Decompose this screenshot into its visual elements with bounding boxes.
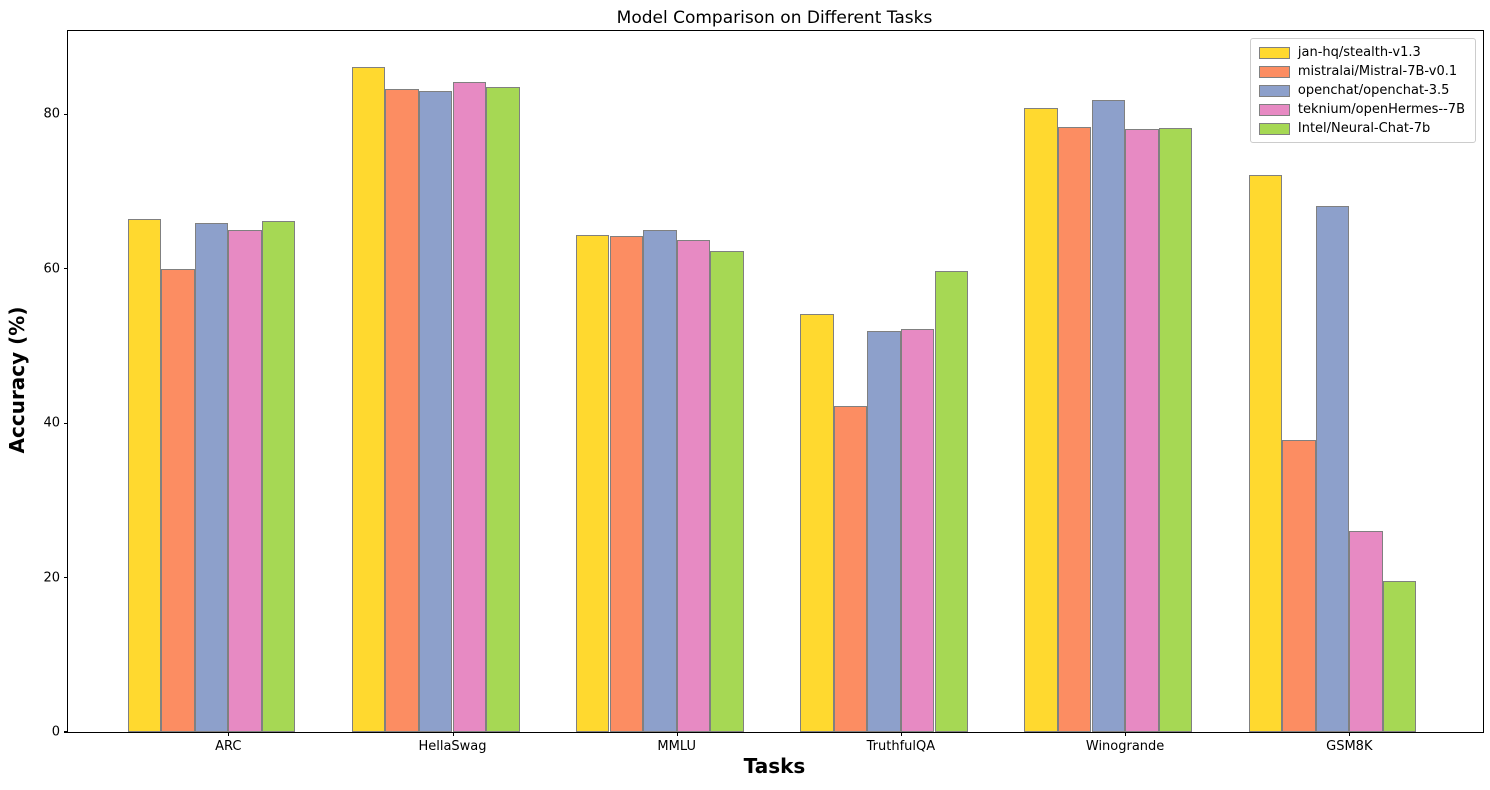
bar: [385, 88, 419, 732]
bar: [575, 234, 610, 732]
bar: [452, 82, 487, 732]
bar: [418, 91, 453, 732]
x-tick-mark: [900, 732, 903, 736]
bar: [643, 230, 677, 732]
legend-swatch: [1258, 46, 1290, 59]
legend-label: mistralai/Mistral-7B-v0.1: [1297, 64, 1458, 79]
y-tick-mark: [64, 113, 68, 115]
bar: [1248, 174, 1283, 732]
legend-item: openchat/openchat-3.5: [1258, 83, 1465, 98]
bar: [609, 236, 644, 732]
legend-swatch: [1258, 103, 1290, 116]
x-tick-mark: [1349, 732, 1351, 736]
bar: [228, 230, 262, 732]
bar: [161, 268, 195, 732]
legend-swatch: [1258, 122, 1290, 135]
bar: [934, 271, 969, 732]
x-tick-label: HellaSwag: [418, 739, 487, 754]
y-tick-mark: [64, 268, 68, 270]
y-tick-label: 60: [43, 261, 60, 277]
bar: [867, 331, 901, 732]
x-tick-label: TruthfulQA: [866, 739, 936, 754]
legend-swatch: [1258, 65, 1290, 78]
legend-label: jan-hq/stealth-v1.3: [1297, 45, 1421, 60]
y-tick-label: 20: [43, 570, 60, 586]
bar: [900, 329, 935, 732]
y-tick-mark: [64, 731, 68, 733]
bar: [351, 67, 386, 732]
bar: [710, 251, 744, 732]
y-tick-mark: [64, 577, 68, 579]
bar: [1315, 205, 1350, 732]
bar: [800, 314, 834, 732]
bar: [833, 406, 868, 732]
bar: [676, 240, 711, 732]
legend-item: jan-hq/stealth-v1.3: [1258, 45, 1465, 60]
bar: [1158, 127, 1193, 732]
legend-item: teknium/openHermes--7B: [1258, 102, 1465, 117]
x-tick-mark: [228, 732, 230, 736]
bar: [1349, 530, 1383, 732]
y-tick-mark: [64, 422, 68, 424]
legend-label: Intel/Neural-Chat-7b: [1297, 121, 1431, 136]
bar: [1024, 108, 1058, 732]
bar: [486, 86, 520, 732]
chart-title: Model Comparison on Different Tasks: [616, 8, 933, 28]
y-tick-label: 0: [51, 724, 60, 740]
x-tick-label: MMLU: [657, 739, 696, 754]
bar: [1382, 580, 1417, 732]
bar: [261, 220, 296, 732]
y-axis-label: Accuracy (%): [5, 306, 29, 454]
legend-swatch: [1258, 84, 1290, 97]
x-tick-label: ARC: [215, 739, 242, 754]
legend-label: openchat/openchat-3.5: [1297, 83, 1450, 98]
legend-label: teknium/openHermes--7B: [1297, 102, 1465, 117]
y-tick-label: 40: [43, 415, 60, 431]
plot-area: ARC HellaSwag MMLU TruthfulQA Winogrande GSM8…: [43, 30, 1484, 754]
x-tick-mark: [452, 732, 454, 736]
bar: [127, 219, 162, 732]
bar: [1057, 126, 1092, 732]
legend-item: mistralai/Mistral-7B-v0.1: [1258, 64, 1465, 79]
x-axis-label: Tasks: [743, 754, 806, 778]
bar: [1125, 129, 1159, 732]
x-tick-label: Winogrande: [1085, 739, 1165, 754]
bar: [1282, 440, 1316, 732]
bar: [194, 222, 229, 732]
x-tick-mark: [1125, 732, 1127, 736]
x-tick-label: GSM8K: [1326, 739, 1373, 754]
bar: [1091, 99, 1126, 732]
legend-item: Intel/Neural-Chat-7b: [1258, 121, 1465, 136]
y-tick-label: 80: [43, 106, 60, 122]
legend: jan-hq/stealth-v1.3 mistralai/Mistral-7B-…: [1249, 38, 1476, 143]
x-tick-mark: [676, 732, 678, 736]
